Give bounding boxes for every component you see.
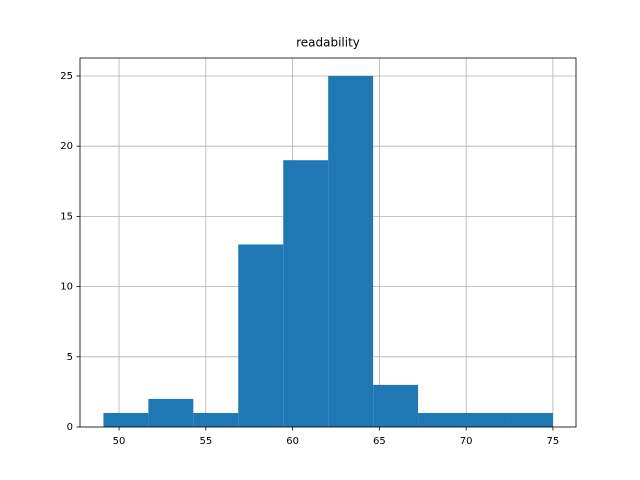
y-tick-label: 10 — [60, 282, 73, 293]
y-tick-label: 5 — [67, 352, 73, 363]
y-tick-label: 0 — [67, 422, 73, 433]
bar — [373, 384, 419, 427]
y-tick-label: 20 — [60, 141, 73, 152]
chart-title: readability — [296, 36, 360, 50]
x-tick-label: 75 — [547, 436, 560, 447]
bar — [283, 160, 329, 427]
y-tick-label: 25 — [60, 71, 73, 82]
x-tick-label: 60 — [286, 436, 299, 447]
x-tick-label: 50 — [113, 436, 126, 447]
bar — [238, 244, 284, 427]
bar — [103, 412, 149, 427]
plot-frame — [79, 57, 577, 428]
bar — [507, 412, 553, 427]
x-tick-label: 65 — [373, 436, 386, 447]
x-tick-label: 70 — [460, 436, 473, 447]
bar — [193, 412, 239, 427]
y-tick-label: 15 — [60, 211, 73, 222]
bar — [328, 75, 374, 428]
bar — [148, 398, 194, 427]
bar — [463, 412, 508, 427]
bar — [418, 412, 464, 427]
x-tick-label: 55 — [199, 436, 212, 447]
